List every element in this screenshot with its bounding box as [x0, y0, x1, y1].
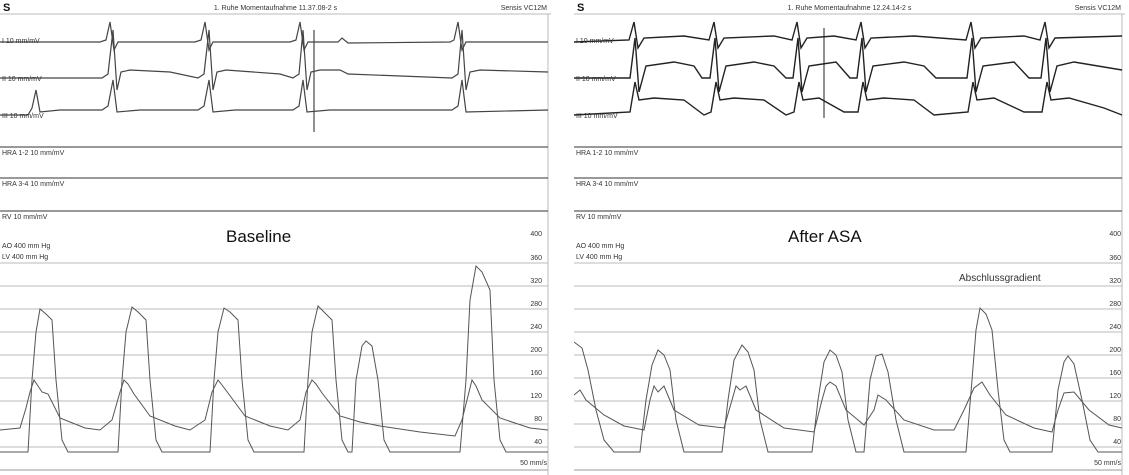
ecg-lead-ii: [574, 37, 1123, 93]
scale-280: 280: [1109, 301, 1121, 308]
ao-pressure-label: AO 400 mm Hg: [2, 243, 51, 250]
scale-200: 200: [530, 347, 542, 354]
lead-iii-label: III 10 mm/mV: [2, 113, 44, 120]
scale-160: 160: [530, 370, 542, 377]
scale-120: 120: [1109, 393, 1121, 400]
baseline-label: Baseline: [226, 227, 292, 246]
rv-label: RV 10 mm/mV: [576, 214, 622, 221]
hra12-label: HRA 1-2 10 mm/mV: [2, 150, 65, 157]
aortic-pressure-trace: [574, 381, 1123, 433]
ecg-lead-iii: [574, 81, 1123, 116]
scale-320: 320: [530, 278, 542, 285]
paper-speed: 50 mm/s: [520, 460, 547, 467]
hra34-label: HRA 3-4 10 mm/mV: [2, 181, 65, 188]
scale-360: 360: [1109, 255, 1121, 262]
device-name: Sensis VC12M: [1074, 5, 1121, 12]
s-marker: S: [3, 2, 11, 14]
lv-pressure-trace: [574, 306, 1122, 453]
after-asa-panel: S 1. Ruhe Momentaufnahme 12.24.14-2 s Se…: [574, 0, 1125, 475]
lead-iii-label: III 10 mm/mV: [576, 113, 618, 120]
s-marker: S: [577, 2, 585, 14]
scale-320: 320: [1109, 278, 1121, 285]
lead-i-label: I 10 mm/mV: [576, 38, 614, 45]
lead-ii-label: II 10 mm/mV: [2, 76, 42, 83]
scale-240: 240: [1109, 324, 1121, 331]
scale-360: 360: [530, 255, 542, 262]
closing-gradient-note: Abschlussgradient: [959, 273, 1041, 284]
scale-160: 160: [1109, 370, 1121, 377]
ecg-lead-i: [574, 21, 1123, 51]
scale-400: 400: [1109, 231, 1121, 238]
hra34-label: HRA 3-4 10 mm/mV: [576, 181, 639, 188]
ecg-lead-ii: [0, 29, 549, 91]
device-name: Sensis VC12M: [500, 5, 547, 12]
hra12-label: HRA 1-2 10 mm/mV: [576, 150, 639, 157]
baseline-traces: [0, 13, 551, 475]
scale-80: 80: [534, 416, 542, 423]
scale-400: 400: [530, 231, 542, 238]
lead-ii-label: II 10 mm/mV: [576, 76, 616, 83]
scale-200: 200: [1109, 347, 1121, 354]
recording-title: 1. Ruhe Momentaufnahme 11.37.08-2 s: [213, 5, 338, 12]
recording-title: 1. Ruhe Momentaufnahme 12.24.14-2 s: [787, 5, 912, 12]
scale-240: 240: [530, 324, 542, 331]
paper-speed: 50 mm/s: [1094, 460, 1121, 467]
after-asa-label: After ASA: [788, 227, 862, 246]
lv-pressure-label: LV 400 mm Hg: [576, 254, 623, 261]
lv-pressure-trace: [0, 264, 548, 453]
ao-pressure-label: AO 400 mm Hg: [576, 243, 625, 250]
scale-80: 80: [1113, 416, 1121, 423]
aortic-pressure-trace: [0, 378, 549, 437]
baseline-panel: S 1. Ruhe Momentaufnahme 11.37.08-2 s Se…: [0, 0, 551, 475]
scale-280: 280: [530, 301, 542, 308]
scale-40: 40: [534, 439, 542, 446]
rv-label: RV 10 mm/mV: [2, 214, 48, 221]
after-asa-traces: [574, 13, 1125, 475]
ecg-lead-i: [0, 21, 548, 52]
lv-pressure-label: LV 400 mm Hg: [2, 254, 49, 261]
ecg-lead-iii: [0, 79, 549, 116]
scale-40: 40: [1113, 439, 1121, 446]
scale-120: 120: [530, 393, 542, 400]
lead-i-label: I 10 mm/mV: [2, 38, 40, 45]
